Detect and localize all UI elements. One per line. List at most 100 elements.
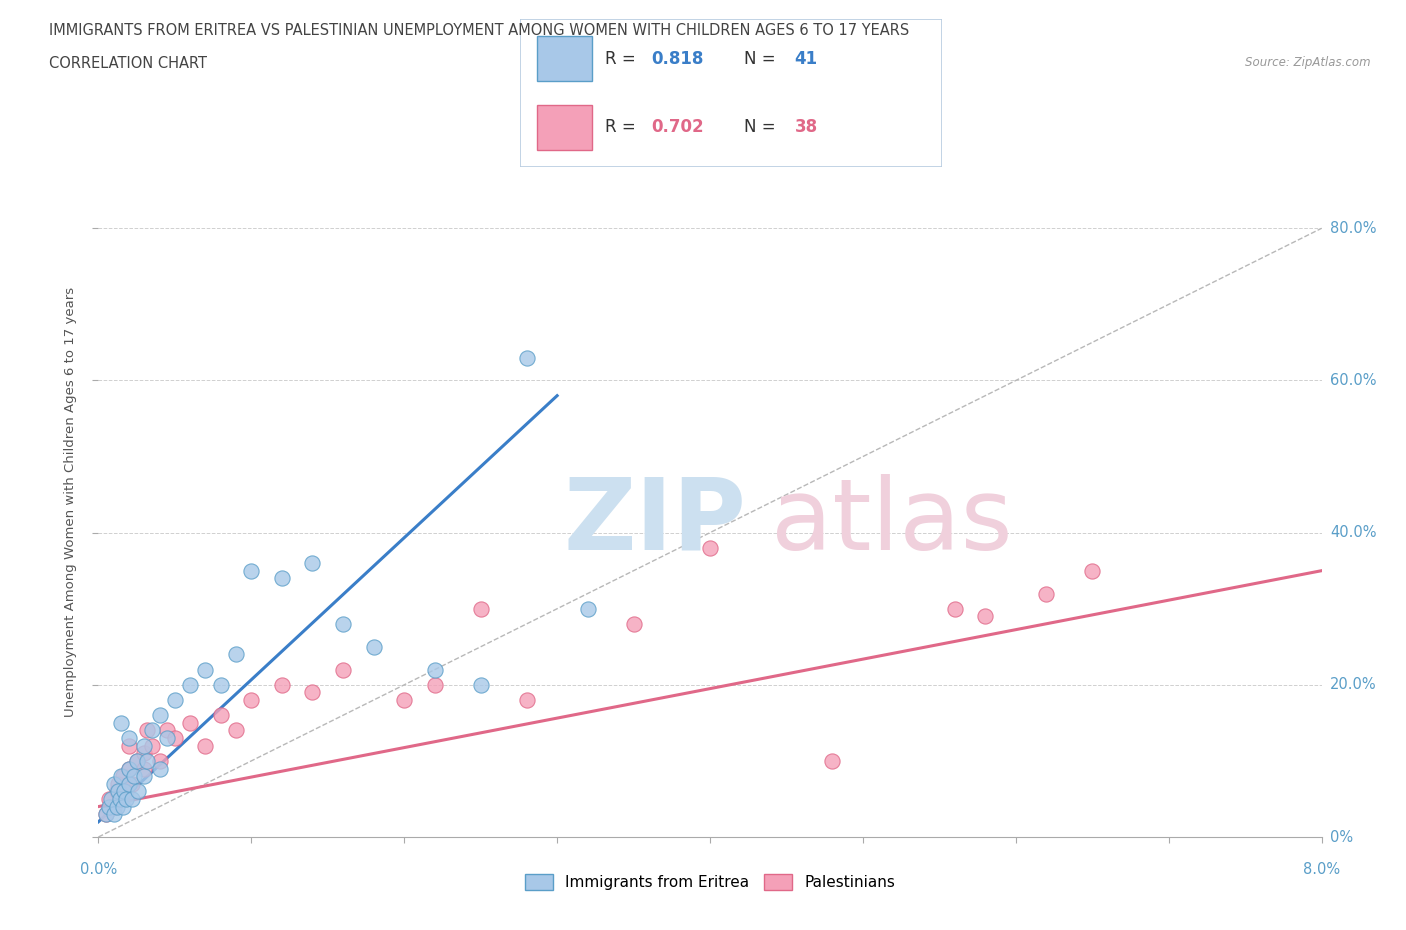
- Point: [163, 693, 186, 708]
- Point: [332, 617, 354, 631]
- Point: [98, 799, 121, 814]
- Point: [118, 761, 141, 776]
- Point: [240, 693, 263, 708]
- Point: [115, 791, 138, 806]
- Text: N =: N =: [744, 50, 780, 68]
- Point: [110, 769, 132, 784]
- Point: [118, 777, 141, 791]
- Point: [332, 662, 354, 677]
- Text: 41: 41: [794, 50, 817, 68]
- Text: 0.0%: 0.0%: [80, 862, 117, 877]
- Text: 20.0%: 20.0%: [1330, 677, 1376, 692]
- FancyBboxPatch shape: [520, 19, 942, 167]
- Point: [974, 609, 997, 624]
- Point: [301, 685, 323, 700]
- Point: [122, 769, 145, 784]
- Text: CORRELATION CHART: CORRELATION CHART: [49, 56, 207, 71]
- FancyBboxPatch shape: [537, 36, 592, 81]
- Point: [363, 639, 385, 654]
- Text: 60.0%: 60.0%: [1330, 373, 1376, 388]
- Point: [270, 677, 294, 692]
- Point: [156, 723, 179, 737]
- Point: [179, 677, 201, 692]
- Text: 40.0%: 40.0%: [1330, 525, 1376, 540]
- Point: [149, 761, 172, 776]
- Point: [623, 617, 645, 631]
- Point: [127, 784, 149, 799]
- Text: R =: R =: [605, 50, 641, 68]
- Point: [1035, 586, 1057, 601]
- Point: [134, 746, 156, 761]
- Point: [94, 806, 117, 821]
- Point: [121, 791, 143, 806]
- Point: [156, 731, 179, 746]
- Point: [699, 540, 721, 555]
- Point: [392, 693, 416, 708]
- Point: [98, 791, 121, 806]
- Point: [149, 708, 172, 723]
- Point: [821, 753, 844, 768]
- Point: [194, 662, 217, 677]
- Point: [107, 777, 129, 791]
- Point: [107, 784, 129, 799]
- Point: [111, 799, 134, 814]
- Point: [1081, 564, 1104, 578]
- Point: [423, 662, 446, 677]
- Point: [110, 715, 132, 730]
- Point: [470, 677, 492, 692]
- Text: IMMIGRANTS FROM ERITREA VS PALESTINIAN UNEMPLOYMENT AMONG WOMEN WITH CHILDREN AG: IMMIGRANTS FROM ERITREA VS PALESTINIAN U…: [49, 23, 910, 38]
- Text: 8.0%: 8.0%: [1303, 862, 1340, 877]
- Point: [225, 723, 247, 737]
- Text: 0.818: 0.818: [651, 50, 703, 68]
- Point: [110, 791, 132, 806]
- Point: [209, 708, 232, 723]
- Point: [194, 738, 217, 753]
- Point: [516, 693, 538, 708]
- Text: N =: N =: [744, 118, 780, 136]
- Y-axis label: Unemployment Among Women with Children Ages 6 to 17 years: Unemployment Among Women with Children A…: [63, 287, 77, 717]
- Text: ZIP: ZIP: [564, 473, 747, 571]
- Point: [136, 753, 159, 768]
- Point: [125, 753, 148, 768]
- Text: 80.0%: 80.0%: [1330, 220, 1376, 236]
- Point: [115, 784, 138, 799]
- Point: [103, 806, 125, 821]
- Point: [516, 351, 538, 365]
- Point: [105, 784, 128, 799]
- Point: [105, 799, 128, 814]
- Text: Source: ZipAtlas.com: Source: ZipAtlas.com: [1246, 56, 1371, 69]
- Point: [111, 769, 134, 784]
- FancyBboxPatch shape: [537, 105, 592, 150]
- Point: [108, 791, 131, 806]
- Point: [163, 731, 186, 746]
- Point: [179, 715, 201, 730]
- Point: [103, 777, 125, 791]
- Point: [141, 723, 163, 737]
- Point: [134, 738, 156, 753]
- Text: 0%: 0%: [1330, 830, 1353, 844]
- Text: atlas: atlas: [772, 473, 1012, 571]
- Point: [149, 753, 172, 768]
- Point: [118, 761, 141, 776]
- Text: 0.702: 0.702: [651, 118, 703, 136]
- Point: [943, 602, 966, 617]
- Legend: Immigrants from Eritrea, Palestinians: Immigrants from Eritrea, Palestinians: [519, 868, 901, 897]
- Point: [118, 738, 141, 753]
- Point: [103, 799, 125, 814]
- Point: [301, 555, 323, 570]
- Point: [270, 571, 294, 586]
- Text: R =: R =: [605, 118, 641, 136]
- Point: [209, 677, 232, 692]
- Point: [134, 761, 156, 776]
- Point: [125, 753, 148, 768]
- Point: [121, 777, 143, 791]
- Point: [118, 731, 141, 746]
- Text: 38: 38: [794, 118, 817, 136]
- Point: [240, 564, 263, 578]
- Point: [423, 677, 446, 692]
- Point: [225, 647, 247, 662]
- Point: [470, 602, 492, 617]
- Point: [94, 806, 117, 821]
- Point: [134, 769, 156, 784]
- Point: [576, 602, 599, 617]
